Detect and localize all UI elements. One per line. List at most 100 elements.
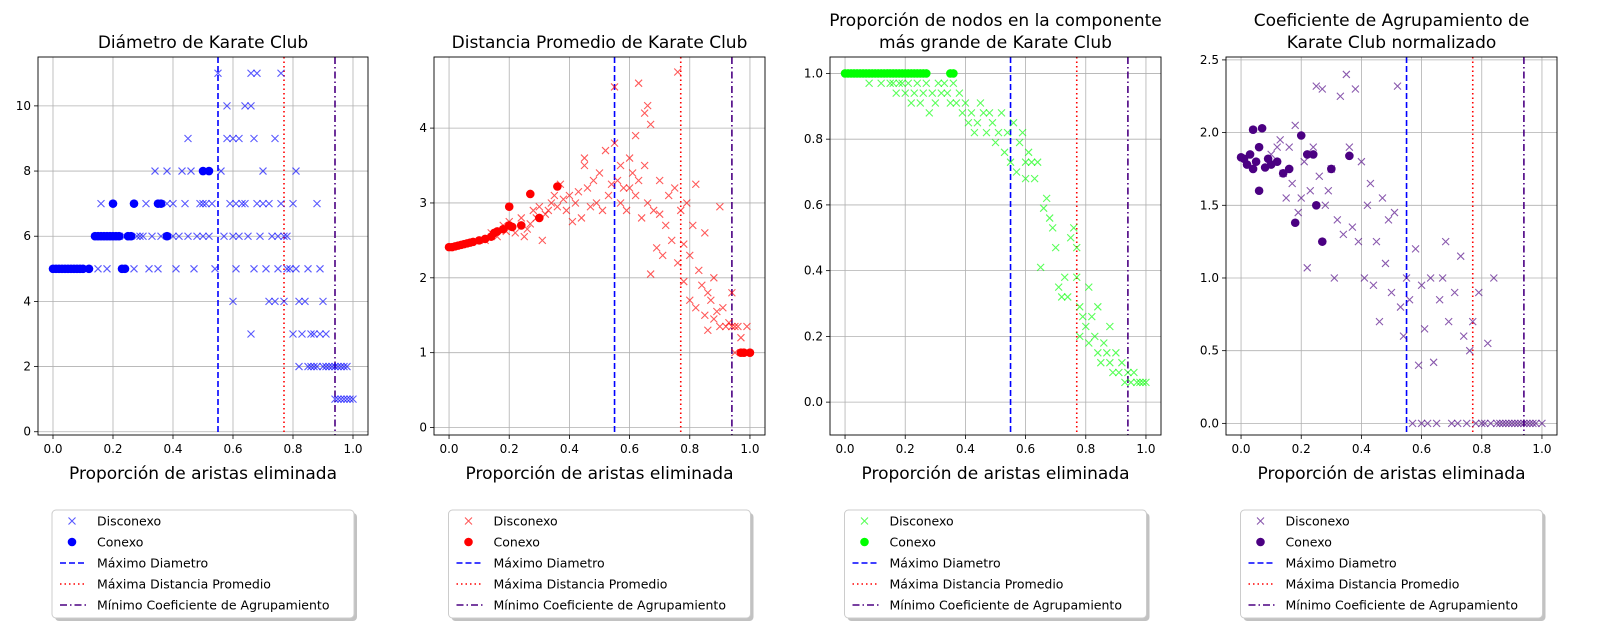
data-point-disconexo bbox=[943, 89, 952, 98]
x-tick-label: 0.8 bbox=[1472, 442, 1491, 456]
data-point-disconexo bbox=[1538, 419, 1546, 428]
data-point-disconexo bbox=[130, 264, 138, 273]
data-point-disconexo bbox=[250, 134, 258, 143]
data-point-disconexo bbox=[628, 169, 637, 177]
data-point-disconexo bbox=[1327, 165, 1336, 173]
data-point-disconexo bbox=[487, 229, 496, 237]
x-tick-label: 0.4 bbox=[560, 442, 579, 456]
data-point-disconexo bbox=[655, 210, 664, 219]
data-point-disconexo bbox=[1333, 215, 1342, 224]
data-point-disconexo bbox=[1136, 378, 1144, 387]
legend-box bbox=[844, 509, 1147, 619]
data-point-disconexo bbox=[700, 311, 709, 320]
data-point-disconexo bbox=[583, 184, 592, 192]
legend-marker-disconexo bbox=[464, 517, 473, 525]
axes-frame bbox=[433, 56, 766, 436]
data-point-disconexo bbox=[1093, 302, 1102, 311]
data-point-disconexo bbox=[1051, 243, 1060, 252]
data-point-disconexo bbox=[1342, 70, 1351, 79]
x-tick-label: 0.0 bbox=[439, 442, 458, 456]
data-point-disconexo bbox=[283, 264, 291, 273]
data-point-disconexo bbox=[1390, 208, 1399, 217]
data-point-disconexo bbox=[553, 202, 562, 211]
axes-frame bbox=[1225, 56, 1558, 436]
data-point-conexo bbox=[1248, 164, 1258, 174]
axes-frame bbox=[829, 56, 1162, 436]
y-tick-label: 2.5 bbox=[1200, 53, 1219, 67]
x-axis-label: Proporción de aristas eliminada bbox=[862, 464, 1130, 484]
data-point-disconexo bbox=[280, 297, 288, 306]
legend-box bbox=[51, 509, 355, 619]
data-point-disconexo bbox=[247, 330, 255, 338]
legend-label: Mínimo Coeficiente de Agrupamiento bbox=[97, 598, 329, 613]
chart-panel-4: 0.0 0.2 0.4 0.6 0.8 1.0 0.0 0.5 1.0 1.5 2.0 2.5 Coef… bbox=[1200, 11, 1558, 621]
x-tick-label: 0.6 bbox=[1016, 442, 1035, 456]
data-point-disconexo bbox=[1003, 128, 1012, 137]
data-point-disconexo bbox=[289, 199, 297, 208]
data-point-disconexo bbox=[304, 264, 312, 273]
data-point-disconexo bbox=[316, 330, 324, 338]
data-point-disconexo bbox=[1102, 348, 1111, 357]
data-point-disconexo bbox=[1282, 194, 1291, 202]
data-point-disconexo bbox=[743, 322, 751, 331]
data-point-disconexo bbox=[1336, 92, 1345, 101]
data-point-disconexo bbox=[247, 69, 255, 78]
legend-label: Mínimo Coeficiente de Agrupamiento bbox=[890, 598, 1122, 613]
data-point-conexo bbox=[525, 189, 535, 199]
data-point-disconexo bbox=[1513, 419, 1522, 428]
y-tick-label: 1.0 bbox=[1200, 271, 1219, 285]
data-point-disconexo bbox=[1420, 324, 1429, 333]
y-tick-label: 4 bbox=[419, 121, 427, 135]
data-point-disconexo bbox=[181, 199, 189, 208]
data-point-disconexo bbox=[163, 167, 171, 175]
data-point-conexo bbox=[739, 348, 749, 357]
data-point-disconexo bbox=[139, 232, 147, 241]
data-point-disconexo bbox=[643, 199, 652, 207]
data-point-disconexo bbox=[697, 281, 706, 290]
data-point-disconexo bbox=[1273, 143, 1282, 152]
data-point-disconexo bbox=[1532, 419, 1540, 428]
data-point-disconexo bbox=[523, 225, 532, 234]
data-point-disconexo bbox=[1426, 274, 1435, 282]
data-point-disconexo bbox=[220, 232, 228, 241]
data-point-disconexo bbox=[505, 217, 514, 226]
data-point-disconexo bbox=[1288, 179, 1297, 188]
data-point-disconexo bbox=[274, 232, 282, 241]
legend-label: Disconexo bbox=[890, 514, 954, 529]
data-point-disconexo bbox=[349, 395, 357, 404]
data-point-disconexo bbox=[910, 89, 919, 98]
data-point-disconexo bbox=[1054, 283, 1063, 291]
data-point-disconexo bbox=[1139, 378, 1147, 387]
data-point-disconexo bbox=[1375, 317, 1384, 326]
data-point-conexo bbox=[126, 231, 136, 241]
data-point-conexo bbox=[1251, 157, 1261, 166]
data-point-conexo bbox=[504, 202, 514, 212]
y-tick-label: 0.2 bbox=[804, 329, 823, 343]
data-point-disconexo bbox=[1523, 419, 1531, 428]
data-point-disconexo bbox=[559, 195, 568, 204]
data-point-disconexo bbox=[934, 79, 943, 88]
data-point-disconexo bbox=[661, 221, 670, 230]
data-point-disconexo bbox=[925, 108, 934, 117]
data-point-disconexo bbox=[1384, 215, 1393, 224]
data-point-disconexo bbox=[625, 154, 634, 162]
data-point-disconexo bbox=[1501, 419, 1510, 428]
data-point-disconexo bbox=[1039, 204, 1048, 213]
data-point-disconexo bbox=[1321, 201, 1330, 210]
data-point-disconexo bbox=[1312, 82, 1321, 90]
data-point-disconexo bbox=[1018, 128, 1027, 137]
data-point-disconexo bbox=[244, 232, 252, 241]
data-point-disconexo bbox=[1468, 317, 1477, 326]
data-point-disconexo bbox=[1387, 288, 1396, 297]
data-point-disconexo bbox=[343, 362, 351, 371]
data-point-disconexo bbox=[334, 362, 342, 371]
legend-label: Conexo bbox=[97, 535, 143, 550]
data-point-disconexo bbox=[1291, 121, 1300, 130]
data-point-disconexo bbox=[283, 232, 291, 241]
x-tick-label: 0.2 bbox=[896, 442, 915, 456]
data-point-disconexo bbox=[1318, 85, 1327, 93]
legend-label: Mínimo Coeficiente de Agrupamiento bbox=[494, 598, 726, 613]
data-point-disconexo bbox=[928, 89, 937, 98]
x-tick-label: 0.6 bbox=[1412, 442, 1431, 456]
data-point-disconexo bbox=[949, 79, 958, 88]
